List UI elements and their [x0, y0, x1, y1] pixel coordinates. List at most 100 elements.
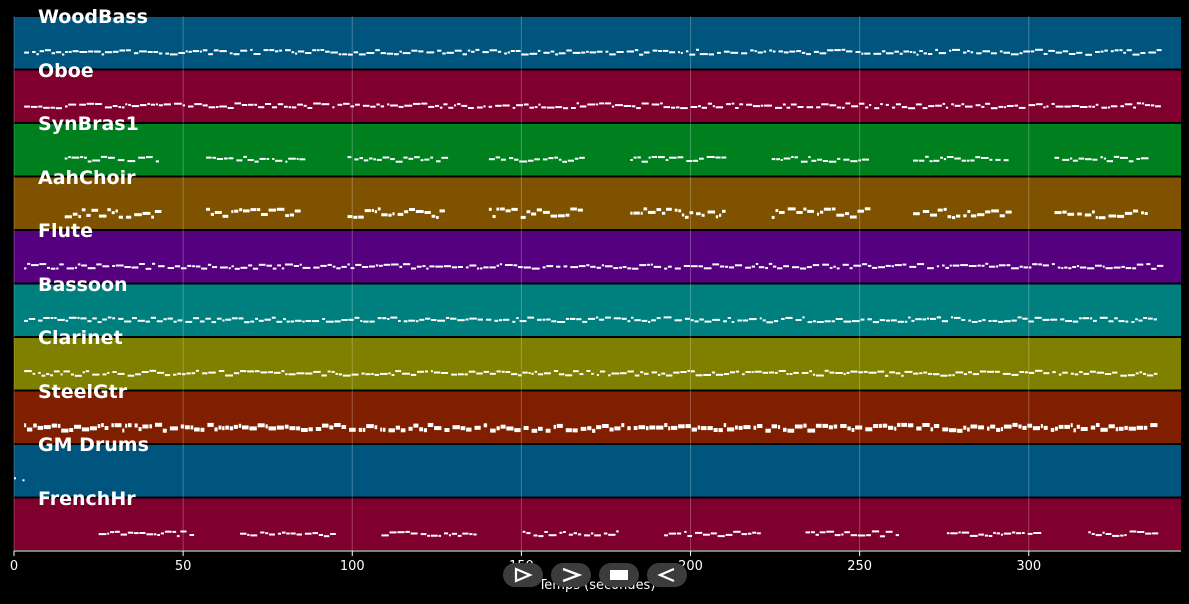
track-label: Oboe: [38, 59, 94, 82]
note: [651, 156, 658, 158]
note: [706, 156, 715, 158]
note: [269, 533, 275, 536]
note: [1128, 160, 1134, 163]
note: [696, 48, 699, 51]
note: [1108, 214, 1117, 218]
note: [208, 53, 213, 56]
note: [350, 267, 355, 270]
note: [771, 215, 775, 219]
note: [1048, 49, 1055, 52]
note: [454, 104, 457, 107]
note: [1152, 532, 1159, 535]
note: [621, 423, 625, 428]
note: [587, 103, 596, 106]
note: [515, 50, 521, 52]
note: [537, 49, 541, 52]
note: [422, 265, 426, 268]
note: [286, 532, 290, 535]
note: [878, 423, 882, 428]
note: [263, 49, 269, 52]
note: [405, 530, 410, 533]
note: [390, 158, 395, 161]
note: [338, 373, 342, 376]
note: [915, 103, 922, 106]
note: [313, 102, 321, 105]
note: [723, 50, 730, 53]
note: [496, 426, 500, 431]
note: [754, 370, 762, 373]
note: [894, 264, 902, 267]
note: [424, 158, 430, 161]
note: [228, 267, 231, 270]
note: [511, 373, 518, 376]
note: [483, 105, 486, 108]
note: [167, 317, 173, 320]
note: [961, 159, 967, 162]
note: [1144, 212, 1148, 215]
note: [695, 374, 703, 377]
note: [995, 158, 1001, 161]
note: [149, 424, 152, 429]
note: [901, 106, 908, 109]
play-button[interactable]: [503, 563, 543, 587]
note: [847, 426, 851, 431]
note: [945, 106, 949, 109]
note: [118, 215, 123, 219]
note: [388, 213, 392, 217]
note: [102, 318, 107, 321]
note: [403, 156, 408, 159]
note: [891, 265, 894, 268]
note: [752, 531, 757, 534]
note: [444, 428, 450, 432]
note: [963, 51, 967, 54]
note: [591, 532, 594, 535]
track-label: Flute: [38, 220, 93, 242]
note: [426, 51, 435, 54]
fast-forward-button[interactable]: [551, 563, 591, 587]
note: [967, 210, 971, 213]
stop-button[interactable]: [599, 563, 639, 587]
note: [195, 369, 199, 372]
note: [885, 530, 893, 533]
note: [1019, 371, 1024, 373]
note: [922, 318, 926, 321]
note: [1090, 425, 1096, 430]
note: [599, 370, 606, 373]
note: [796, 211, 803, 214]
note: [60, 373, 63, 376]
note: [648, 320, 651, 323]
note: [386, 52, 394, 55]
note: [380, 105, 385, 108]
note: [169, 53, 178, 56]
note: [841, 48, 846, 51]
note: [846, 50, 853, 53]
note: [1035, 48, 1043, 51]
note: [332, 265, 336, 268]
note: [645, 426, 649, 431]
note: [102, 373, 107, 376]
note: [897, 320, 904, 323]
note: [27, 262, 31, 265]
note: [1154, 372, 1158, 375]
note: [656, 425, 664, 430]
note: [599, 318, 605, 321]
note: [984, 534, 989, 537]
note: [789, 373, 793, 375]
note: [429, 265, 435, 268]
note: [663, 106, 671, 109]
note: [961, 319, 966, 321]
note: [518, 266, 523, 269]
note: [815, 423, 822, 428]
note: [967, 50, 970, 53]
note: [1100, 427, 1108, 432]
note: [400, 428, 406, 433]
note: [595, 316, 599, 319]
note: [780, 159, 783, 161]
note: [397, 531, 405, 534]
note: [927, 53, 933, 55]
note: [1004, 320, 1011, 323]
note: [812, 373, 816, 376]
rewind-button[interactable]: [647, 563, 687, 587]
note: [1043, 53, 1048, 55]
note: [69, 428, 74, 432]
